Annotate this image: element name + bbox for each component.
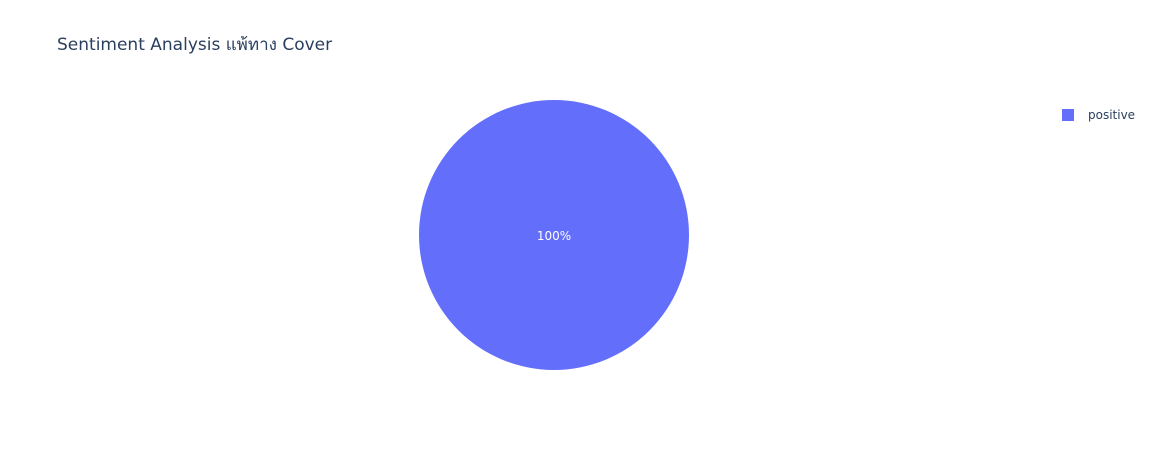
- pie-slice-positive[interactable]: [419, 100, 689, 370]
- slice-label-positive: 100%: [537, 229, 571, 243]
- legend-swatch-positive[interactable]: [1062, 109, 1074, 121]
- chart-title: Sentiment Analysis แพ้ทาง Cover: [57, 35, 332, 55]
- pie-slices: [419, 100, 689, 370]
- legend: positive: [1062, 108, 1135, 122]
- legend-label-positive[interactable]: positive: [1088, 108, 1135, 122]
- slice-labels: 100%: [537, 229, 571, 243]
